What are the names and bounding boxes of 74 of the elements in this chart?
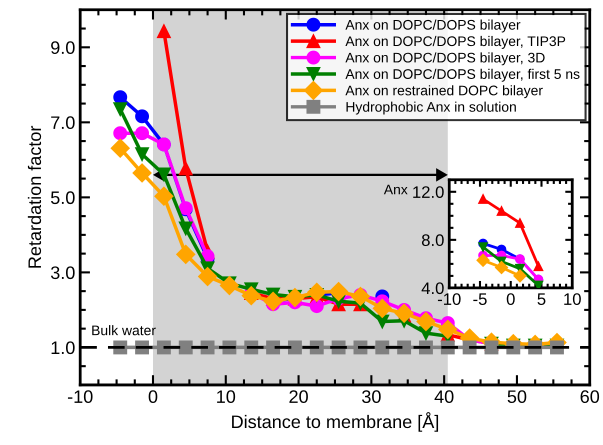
point xyxy=(350,286,370,306)
point xyxy=(478,194,488,204)
x-tick-label: 5 xyxy=(538,293,546,306)
x-tick-label: 30 xyxy=(362,390,381,404)
point xyxy=(113,102,128,116)
point xyxy=(154,186,174,206)
point xyxy=(513,269,527,282)
y-tick-label: 5.0 xyxy=(50,191,75,204)
ref-line-label: Bulk water xyxy=(92,325,156,336)
point xyxy=(484,340,498,354)
point xyxy=(220,276,239,296)
point xyxy=(397,340,412,354)
legend-label: Anx on DOPC/DOPS bilayer, first 5 ns xyxy=(345,68,580,82)
point xyxy=(478,242,488,252)
y-tick-label: 4.0 xyxy=(422,282,444,294)
point xyxy=(394,304,414,323)
x-tick-label: 0 xyxy=(506,293,515,306)
band-label: Anx xyxy=(384,184,408,194)
x-tick-label: -10 xyxy=(68,390,93,404)
point xyxy=(242,286,261,306)
x-tick-label: 20 xyxy=(289,390,308,404)
point xyxy=(310,299,324,314)
point xyxy=(156,168,171,182)
point xyxy=(178,222,193,236)
point xyxy=(156,24,171,38)
point xyxy=(178,162,193,176)
x-tick-label: -10 xyxy=(438,293,461,306)
x-tick-label: -5 xyxy=(473,293,487,306)
point xyxy=(198,266,218,286)
x-tick-label: 40 xyxy=(434,390,454,404)
point xyxy=(110,138,130,158)
point xyxy=(135,126,150,140)
point xyxy=(135,109,150,124)
y-tick-label: 12.0 xyxy=(413,186,444,198)
legend-label: Anx on DOPC/DOPS bilayer xyxy=(345,20,520,32)
point xyxy=(113,126,128,140)
point xyxy=(375,340,390,354)
x-tick-label: 50 xyxy=(508,390,526,404)
point xyxy=(515,218,525,228)
x-tick-label: 0 xyxy=(148,390,158,404)
x-tick-label: 60 xyxy=(580,390,600,404)
point xyxy=(375,314,390,328)
point xyxy=(416,312,436,332)
point xyxy=(288,340,302,354)
x-tick-label: 10 xyxy=(564,293,581,306)
point xyxy=(534,280,544,288)
legend-label: Anx on DOPC/DOPS bilayer, 3D xyxy=(345,52,545,66)
point xyxy=(372,298,392,318)
point xyxy=(264,292,283,311)
point xyxy=(534,261,544,272)
point xyxy=(438,320,458,339)
point xyxy=(132,163,152,183)
legend-label: Anx on DOPC/DOPS bilayer, TIP3P xyxy=(345,36,566,49)
point xyxy=(307,282,326,302)
y-tick-label: 9.0 xyxy=(51,41,75,54)
x-axis-title: Distance to membrane [Å] xyxy=(232,412,438,432)
point xyxy=(496,206,506,216)
point xyxy=(476,254,490,267)
y-axis-title: Retardation factor xyxy=(28,126,42,268)
point xyxy=(285,288,304,308)
legend-label: Hydrophobic Anx in solution xyxy=(346,102,516,115)
point xyxy=(135,147,150,162)
legend-label: Anx on restrained DOPC bilayer xyxy=(345,85,543,98)
x-tick-label: 10 xyxy=(217,390,236,404)
point xyxy=(494,260,508,274)
point xyxy=(266,340,280,354)
point xyxy=(178,340,193,354)
y-tick-label: 3.0 xyxy=(50,266,75,280)
point xyxy=(176,244,196,264)
y-tick-label: 7.0 xyxy=(51,116,75,130)
y-tick-label: 1.0 xyxy=(52,341,75,354)
y-tick-label: 8.0 xyxy=(422,234,444,246)
point xyxy=(113,90,128,104)
point xyxy=(329,282,348,302)
